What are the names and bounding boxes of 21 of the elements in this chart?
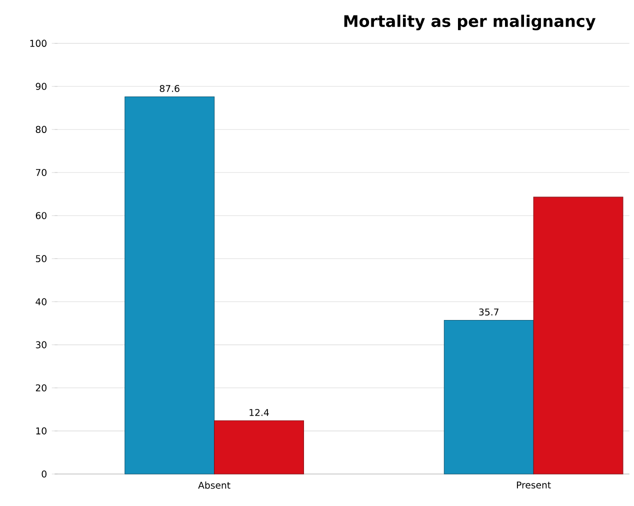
y-tick-label: 90 <box>36 82 46 90</box>
y-tick-label: 50 <box>36 255 46 262</box>
y-tick-label: 60 <box>36 212 46 220</box>
y-tick-label: 10 <box>36 427 46 434</box>
x-tick-label: Present <box>516 482 551 488</box>
y-tick-label: 30 <box>36 341 46 348</box>
data-label: 12.4 <box>250 408 269 416</box>
bar <box>124 96 215 474</box>
y-tick-label: 20 <box>36 384 46 392</box>
data-label: 35.7 <box>479 308 498 316</box>
bar <box>444 320 534 474</box>
y-tick-label: 70 <box>36 169 46 176</box>
x-tick-label: Absent <box>198 482 230 489</box>
y-tick-label: 40 <box>36 298 46 306</box>
y-tick-label: 100 <box>30 40 46 47</box>
y-tick-label: 80 <box>36 126 46 133</box>
y-tick-label: 0 <box>42 470 46 478</box>
bar <box>214 420 304 474</box>
bar <box>533 196 624 474</box>
data-label: 87.6 <box>160 84 180 92</box>
chart-title: Mortality as per malignancy <box>344 14 596 30</box>
